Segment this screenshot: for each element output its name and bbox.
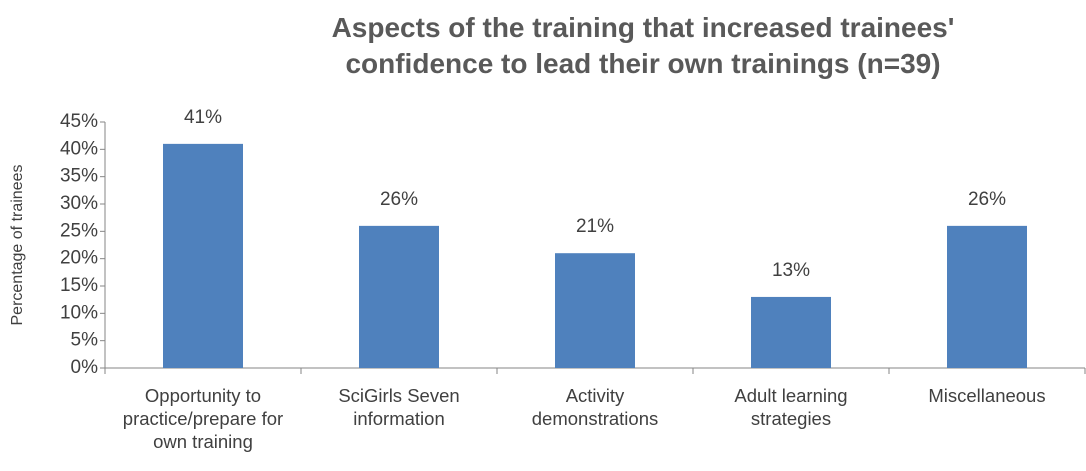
x-tick-label: Miscellaneous — [928, 385, 1046, 406]
y-tick-label: 25% — [60, 220, 98, 241]
y-tick-label: 30% — [60, 193, 98, 214]
y-tick-label: 5% — [71, 330, 99, 351]
x-tick-label: Adult learning strategies — [734, 385, 848, 429]
y-tick-label: 35% — [60, 166, 98, 187]
bar — [163, 143, 243, 368]
y-tick-label: 10% — [60, 302, 98, 323]
bar — [947, 225, 1027, 368]
y-axis-label: Percentage of trainees — [9, 165, 26, 326]
y-tick-label: 45% — [60, 111, 98, 132]
y-tick-label: 20% — [60, 248, 98, 269]
bar — [555, 253, 635, 368]
x-tick-label: SciGirls Seven information — [338, 385, 460, 429]
chart-title: Aspects of the training that increased t… — [331, 12, 955, 79]
bar — [751, 296, 831, 368]
y-tick-label: 15% — [60, 275, 98, 296]
x-tick-label: Activity demonstrations — [531, 385, 659, 429]
bar — [359, 225, 439, 368]
data-label: 13% — [772, 260, 810, 281]
data-label: 41% — [184, 107, 222, 128]
data-label: 26% — [380, 189, 418, 210]
data-label: 26% — [968, 189, 1006, 210]
x-tick-label: Opportunity to practice/prepare for own … — [122, 385, 284, 452]
y-tick-label: 0% — [71, 357, 99, 378]
data-label: 21% — [576, 216, 614, 237]
y-tick-label: 40% — [60, 138, 98, 159]
